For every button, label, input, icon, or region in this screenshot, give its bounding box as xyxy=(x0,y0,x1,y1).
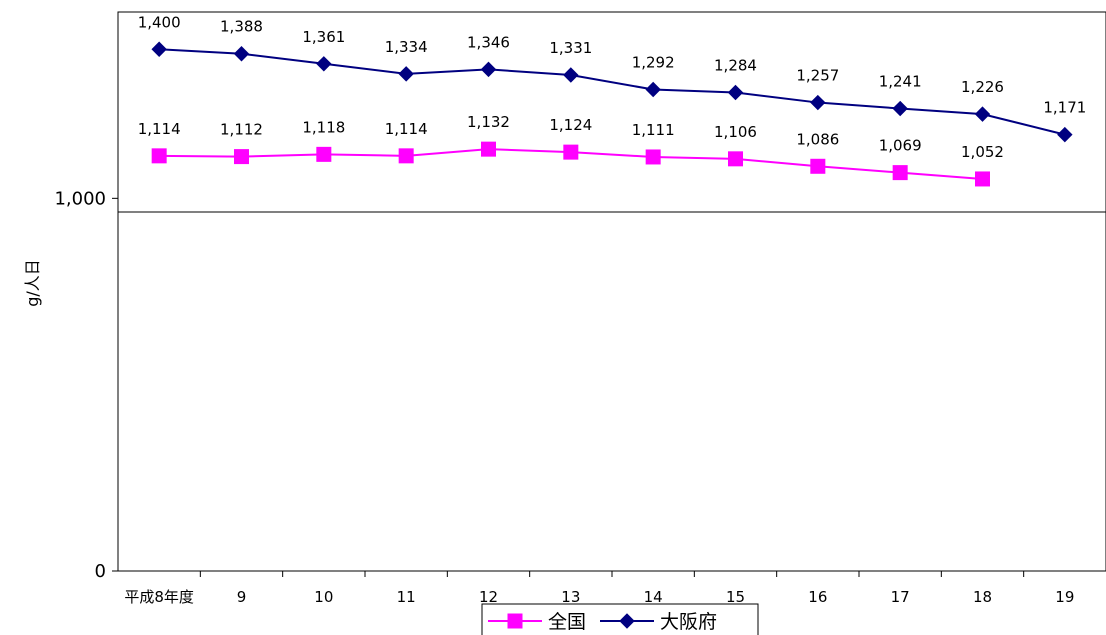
data-point-national xyxy=(151,148,167,164)
data-label-national: 1,106 xyxy=(714,123,757,141)
data-label-osaka: 1,334 xyxy=(385,38,428,56)
data-label-national: 1,069 xyxy=(879,137,922,155)
axis-ticks: 平成8年度 9 10 11 12 13 14 15 16 17 18 19 0 1,000 xyxy=(54,188,1074,606)
data-label-osaka: 1,226 xyxy=(961,78,1004,96)
data-label-osaka: 1,292 xyxy=(632,54,675,72)
x-tick-label: 平成8年度 xyxy=(124,588,194,606)
data-point-osaka xyxy=(810,94,826,111)
data-point-osaka xyxy=(233,46,250,62)
plot-area xyxy=(117,11,1106,572)
data-label-osaka: 1,400 xyxy=(138,13,181,31)
data-label-national: 1,114 xyxy=(138,120,181,138)
data-point-national xyxy=(316,146,332,162)
legend-label-national: 全国 xyxy=(548,611,586,633)
data-point-osaka xyxy=(892,100,908,117)
data-point-national xyxy=(481,141,496,157)
data-point-osaka xyxy=(480,61,497,78)
data-point-national xyxy=(234,149,249,165)
data-point-osaka xyxy=(974,106,991,122)
data-label-national: 1,114 xyxy=(385,120,428,138)
data-label-national: 1,052 xyxy=(961,143,1004,161)
data-labels: 1,114 1,112 1,118 1,114 1,132 1,124 1,111 1,106… xyxy=(138,13,1087,161)
x-tick-label: 14 xyxy=(644,588,663,606)
data-point-national xyxy=(975,171,990,187)
data-point-osaka xyxy=(645,81,661,98)
data-point-osaka xyxy=(1057,126,1073,143)
data-label-national: 1,118 xyxy=(302,118,345,136)
series-line-osaka xyxy=(159,48,1066,136)
x-tick-label: 18 xyxy=(973,588,992,606)
data-label-national: 1,132 xyxy=(467,113,510,131)
data-point-national xyxy=(398,148,414,164)
series-layer xyxy=(151,41,1073,187)
y-tick-label: 1,000 xyxy=(54,188,106,209)
data-label-osaka: 1,241 xyxy=(879,73,922,91)
data-label-national: 1,124 xyxy=(549,116,592,134)
data-point-national xyxy=(563,144,579,160)
data-point-osaka xyxy=(316,56,332,72)
data-label-osaka: 1,257 xyxy=(796,67,839,85)
data-point-osaka xyxy=(727,84,744,101)
data-label-osaka: 1,284 xyxy=(714,56,757,74)
data-label-national: 1,086 xyxy=(796,130,839,148)
x-tick-label: 15 xyxy=(726,588,745,606)
x-tick-label: 9 xyxy=(237,588,247,606)
data-label-national: 1,111 xyxy=(632,121,675,139)
legend-box xyxy=(481,603,759,635)
data-point-national xyxy=(810,158,826,174)
legend-marker-national xyxy=(507,613,523,629)
y-axis-title: g/人日 xyxy=(23,259,42,307)
data-point-osaka xyxy=(563,67,579,83)
legend-marker-osaka xyxy=(619,613,635,629)
x-tick-label: 11 xyxy=(397,588,416,606)
x-tick-label: 13 xyxy=(561,588,580,606)
data-label-osaka: 1,346 xyxy=(467,33,510,51)
data-point-osaka xyxy=(398,66,414,82)
y-tick-label: 0 xyxy=(95,561,106,582)
data-label-national: 1,112 xyxy=(220,121,263,139)
data-label-osaka: 1,361 xyxy=(302,28,345,46)
data-label-osaka: 1,388 xyxy=(220,18,263,36)
data-label-osaka: 1,331 xyxy=(549,39,592,57)
x-tick-label: 17 xyxy=(891,588,910,606)
data-label-osaka: 1,171 xyxy=(1043,99,1086,117)
x-tick-label: 12 xyxy=(479,588,498,606)
legend: 全国 大阪府 xyxy=(481,603,759,635)
x-tick-label: 19 xyxy=(1055,588,1074,606)
data-point-national xyxy=(892,165,908,181)
x-tick-label: 10 xyxy=(314,588,333,606)
legend-label-osaka: 大阪府 xyxy=(660,611,717,633)
data-point-national xyxy=(645,149,661,165)
data-point-osaka xyxy=(151,41,167,57)
x-tick-label: 16 xyxy=(808,588,827,606)
data-point-national xyxy=(728,151,743,167)
